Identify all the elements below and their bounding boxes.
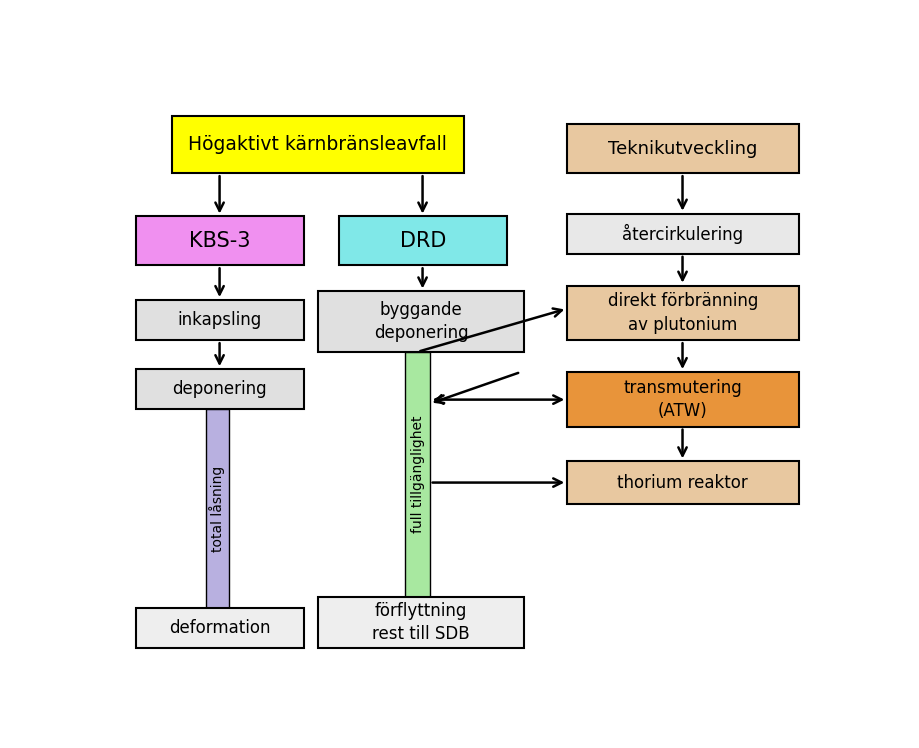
- FancyBboxPatch shape: [136, 216, 303, 266]
- Text: DRD: DRD: [400, 231, 446, 251]
- FancyBboxPatch shape: [339, 216, 506, 266]
- FancyBboxPatch shape: [567, 372, 799, 426]
- Text: Högaktivt kärnbränsleavfall: Högaktivt kärnbränsleavfall: [188, 135, 448, 154]
- Text: KBS-3: KBS-3: [189, 231, 251, 251]
- Text: deformation: deformation: [169, 619, 271, 637]
- Text: thorium reaktor: thorium reaktor: [618, 473, 748, 492]
- Text: total låsning: total låsning: [210, 466, 225, 552]
- Text: full tillgänglighet: full tillgänglighet: [411, 415, 425, 533]
- Text: direkt förbränning
av plutonium: direkt förbränning av plutonium: [607, 292, 758, 334]
- FancyBboxPatch shape: [567, 124, 799, 174]
- FancyBboxPatch shape: [136, 608, 303, 649]
- FancyBboxPatch shape: [567, 214, 799, 254]
- FancyBboxPatch shape: [567, 286, 799, 340]
- Bar: [405, 352, 430, 597]
- FancyBboxPatch shape: [136, 369, 303, 409]
- FancyBboxPatch shape: [318, 292, 525, 352]
- Text: transmutering
(ATW): transmutering (ATW): [623, 378, 743, 420]
- FancyBboxPatch shape: [318, 597, 525, 649]
- Text: byggande
deponering: byggande deponering: [374, 301, 469, 343]
- Text: återcirkulering: återcirkulering: [622, 224, 743, 244]
- Text: förflyttning
rest till SDB: förflyttning rest till SDB: [372, 601, 470, 643]
- Text: deponering: deponering: [173, 380, 267, 398]
- Text: inkapsling: inkapsling: [177, 311, 262, 329]
- FancyBboxPatch shape: [172, 116, 464, 174]
- Bar: [206, 409, 229, 608]
- Text: Teknikutveckling: Teknikutveckling: [608, 140, 757, 158]
- FancyBboxPatch shape: [136, 300, 303, 340]
- FancyBboxPatch shape: [567, 462, 799, 504]
